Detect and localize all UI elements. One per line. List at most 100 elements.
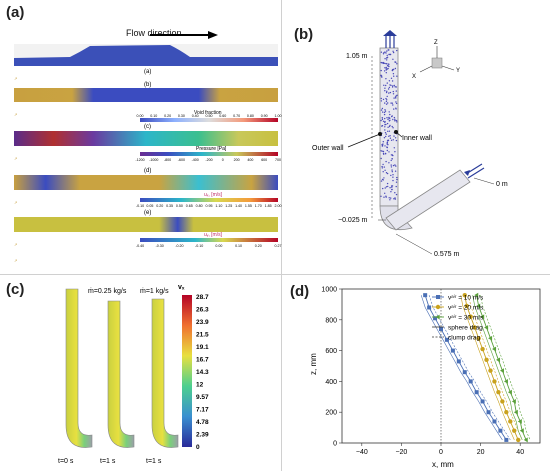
particle bbox=[395, 193, 398, 196]
height-bottom-label: −0.025 m bbox=[338, 217, 368, 224]
particle bbox=[386, 90, 388, 93]
panel-a: (a) bbox=[0, 0, 282, 273]
data-point bbox=[450, 348, 455, 353]
particle bbox=[395, 139, 398, 142]
ux-tick: 1.10 bbox=[215, 204, 222, 208]
legend-label: vᵃⁱʳ = 20 m/s bbox=[448, 304, 484, 312]
legend-label: sphere drag bbox=[448, 325, 483, 332]
particle bbox=[393, 97, 395, 99]
particle bbox=[391, 154, 393, 156]
strip-a-liquid bbox=[14, 45, 278, 66]
y-tick-label: 200 bbox=[325, 410, 337, 417]
time-label-3: t=1 s bbox=[146, 458, 162, 465]
particle bbox=[390, 197, 392, 199]
void-tick: 0.70 bbox=[233, 114, 240, 118]
sphere-drag-curve bbox=[472, 295, 523, 441]
data-point bbox=[464, 303, 469, 309]
particle bbox=[382, 61, 384, 64]
data-point bbox=[504, 410, 509, 415]
velocity-tick: 21.5 bbox=[196, 332, 209, 339]
particle bbox=[385, 103, 388, 105]
velocity-tick: 26.3 bbox=[196, 307, 209, 314]
particle bbox=[395, 86, 397, 88]
data-point bbox=[468, 314, 473, 319]
data-point bbox=[472, 325, 477, 330]
ux-tick: 0.80 bbox=[196, 204, 203, 208]
data-point bbox=[516, 437, 521, 443]
particle bbox=[385, 68, 387, 70]
particle bbox=[384, 58, 386, 60]
panel-a-label: (a) bbox=[6, 4, 25, 21]
particle bbox=[395, 165, 397, 167]
uy-tick: 0.27 bbox=[275, 244, 282, 248]
y-tick-label: 800 bbox=[325, 317, 337, 324]
panel-c: (c) ṁ=0.25 kg/s ṁ=1 kg/s t=0 s t=1 s bbox=[0, 275, 282, 471]
particle bbox=[382, 163, 384, 166]
uy-tick: 0.00 bbox=[215, 244, 222, 248]
particle bbox=[392, 179, 394, 182]
particle bbox=[386, 172, 389, 175]
particle bbox=[389, 199, 391, 201]
particle bbox=[387, 144, 389, 146]
velocity-tick: 9.57 bbox=[196, 394, 209, 401]
particle bbox=[389, 135, 391, 137]
data-point bbox=[476, 303, 481, 309]
axis-y-label: Y bbox=[456, 68, 460, 74]
particle bbox=[388, 197, 390, 199]
particle bbox=[383, 84, 385, 87]
particle bbox=[380, 157, 382, 160]
particle bbox=[393, 135, 395, 137]
particle bbox=[390, 102, 392, 104]
particle bbox=[385, 100, 388, 103]
x-tick-label: −40 bbox=[356, 449, 368, 456]
legend-marker bbox=[435, 304, 441, 310]
data-point bbox=[474, 390, 479, 395]
ux-tick: 0.50 bbox=[176, 204, 183, 208]
particle bbox=[385, 186, 388, 188]
particle bbox=[386, 141, 388, 143]
particle bbox=[385, 97, 387, 100]
y-tick-label: 0 bbox=[333, 441, 337, 448]
x-tick-label: −20 bbox=[395, 449, 407, 456]
data-point bbox=[496, 357, 501, 363]
particle bbox=[387, 102, 389, 104]
ux-tick: 1.85 bbox=[265, 204, 272, 208]
particle bbox=[383, 177, 385, 179]
velocity-figure: ṁ=0.25 kg/s ṁ=1 kg/s t=0 s t=1 s t=1 s v… bbox=[58, 284, 209, 465]
particle bbox=[382, 141, 384, 143]
zero-leader bbox=[473, 177, 495, 185]
particle bbox=[392, 176, 394, 178]
void-tick: 0.30 bbox=[178, 114, 185, 118]
uy-tick: -0.10 bbox=[195, 244, 203, 248]
velocity-tick: 14.3 bbox=[196, 369, 209, 376]
inner-wall-label: Inner wall bbox=[402, 135, 432, 142]
ux-tick: 1.55 bbox=[245, 204, 252, 208]
particle bbox=[392, 104, 394, 106]
pressure-colorbar bbox=[140, 152, 278, 156]
particle bbox=[381, 167, 383, 169]
particle bbox=[381, 150, 383, 152]
pressure-tick: 200 bbox=[234, 158, 240, 162]
uy-tick: -0.20 bbox=[175, 244, 183, 248]
velocity-tick: 28.7 bbox=[196, 294, 209, 301]
particle bbox=[385, 52, 387, 54]
particle bbox=[389, 117, 391, 119]
particle bbox=[388, 111, 390, 113]
particle bbox=[381, 125, 384, 127]
uy-tick: 0.10 bbox=[235, 244, 242, 248]
particle bbox=[383, 137, 386, 139]
particle bbox=[388, 162, 390, 164]
void-tick: 1.00 bbox=[275, 114, 282, 118]
velocity-tick: 4.78 bbox=[196, 419, 209, 426]
void-tick: 0.40 bbox=[192, 114, 199, 118]
axis-triad: Z Y X bbox=[412, 40, 460, 80]
data-point bbox=[498, 428, 503, 433]
particle bbox=[388, 151, 390, 153]
x-tick-label: 0 bbox=[439, 449, 443, 456]
inlet-arrow-2 bbox=[467, 167, 485, 179]
particle bbox=[394, 86, 396, 88]
svg-text:↗: ↗ bbox=[14, 156, 17, 161]
particle bbox=[395, 102, 398, 105]
particle bbox=[380, 69, 382, 72]
particle bbox=[380, 100, 383, 102]
